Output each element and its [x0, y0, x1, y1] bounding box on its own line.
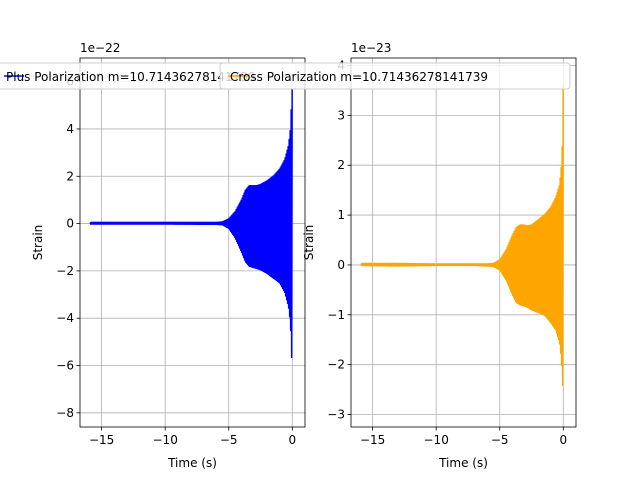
x-tick-label: −5 — [491, 433, 509, 447]
y-tick-label: 3 — [337, 108, 345, 122]
y-tick-label: 0 — [337, 258, 345, 272]
y-axis-label: Strain — [302, 225, 316, 261]
x-tick-label: 0 — [288, 433, 296, 447]
x-axis-label: Time (s) — [438, 456, 488, 470]
x-tick-label: −15 — [360, 433, 385, 447]
series-line-1 — [89, 75, 293, 359]
series-line-1 — [360, 82, 564, 387]
y-tick-label: −2 — [327, 358, 345, 372]
x-axis-label: Time (s) — [167, 456, 217, 470]
x-tick-label: −5 — [220, 433, 238, 447]
y-axis-label: Strain — [31, 225, 45, 261]
y-tick-label: −6 — [56, 359, 74, 373]
offset-text: 1e−23 — [351, 41, 391, 55]
y-tick-label: 0 — [66, 217, 74, 231]
y-tick-label: 2 — [66, 169, 74, 183]
legend-label: Plus Polarization m=10.71436278141739 — [6, 70, 256, 84]
y-tick-label: −2 — [56, 264, 74, 278]
offset-text: 1e−22 — [80, 41, 120, 55]
y-tick-label: 4 — [66, 122, 74, 136]
y-tick-label: 1 — [337, 208, 345, 222]
legend-2: Cross Polarization m=10.71436278141739 — [219, 62, 571, 90]
axes-frame — [350, 57, 577, 428]
x-tick-label: −10 — [153, 433, 178, 447]
x-tick-label: −10 — [424, 433, 449, 447]
legend-label: Cross Polarization m=10.71436278141739 — [230, 70, 488, 84]
y-tick-label: −1 — [327, 308, 345, 322]
y-tick-label: −8 — [56, 406, 74, 420]
y-tick-label: −4 — [56, 311, 74, 325]
x-tick-label: −15 — [89, 433, 114, 447]
y-tick-label: 2 — [337, 158, 345, 172]
axes-frame — [79, 57, 306, 428]
legend-box — [219, 62, 571, 90]
y-tick-label: −3 — [327, 408, 345, 422]
x-tick-label: 0 — [559, 433, 567, 447]
